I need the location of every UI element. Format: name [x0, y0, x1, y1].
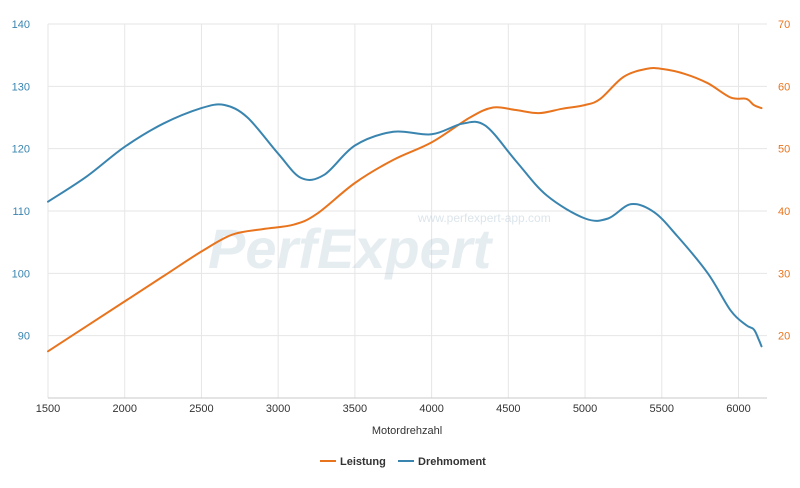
watermark: PerfExpert www.perfexpert-app.com: [208, 211, 551, 280]
watermark-logo: PerfExpert: [208, 217, 494, 280]
legend-item-drehmoment[interactable]: Drehmoment: [398, 456, 486, 468]
series-line-drehmoment: [47, 103, 763, 348]
y-left-tick-label: 120: [12, 144, 30, 156]
y-axis-right-ticks: 20 30 40 50 60 70: [778, 19, 790, 343]
y-right-tick-label: 60: [778, 81, 790, 93]
y-left-tick-label: 130: [12, 81, 30, 93]
x-tick-label: 4000: [419, 403, 443, 415]
x-tick-label: 2500: [189, 403, 213, 415]
y-right-tick-label: 40: [778, 206, 790, 218]
x-axis-label: Motordrehzahl: [372, 425, 442, 437]
y-right-tick-label: 30: [778, 268, 790, 280]
x-tick-label: 1500: [36, 403, 60, 415]
x-axis-ticks: 1500 2000 2500 3000 3500 4000 4500 5000 5500 6000: [36, 403, 751, 415]
grid: [47, 23, 767, 399]
y-left-tick-label: 90: [18, 331, 30, 343]
series-lines: [47, 67, 763, 353]
y-left-tick-label: 110: [12, 206, 30, 218]
x-tick-label: 5500: [650, 403, 674, 415]
x-tick-label: 4500: [496, 403, 520, 415]
legend-label: Drehmoment: [418, 456, 486, 468]
y-left-tick-label: 100: [12, 268, 30, 280]
y-axis-left-ticks: 90 100 110 120 130 140: [12, 19, 30, 343]
x-tick-label: 2000: [112, 403, 136, 415]
series-line-leistung: [47, 67, 763, 353]
x-tick-label: 6000: [726, 403, 750, 415]
y-left-tick-label: 140: [12, 19, 30, 31]
y-right-tick-label: 70: [778, 19, 790, 31]
legend-label: Leistung: [340, 456, 386, 468]
y-right-tick-label: 20: [778, 331, 790, 343]
legend-item-leistung[interactable]: Leistung: [320, 456, 386, 468]
x-tick-label: 3500: [343, 403, 367, 415]
y-right-tick-label: 50: [778, 144, 790, 156]
watermark-url: www.perfexpert-app.com: [417, 211, 551, 225]
x-tick-label: 5000: [573, 403, 597, 415]
x-tick-label: 3000: [266, 403, 290, 415]
legend: Leistung Drehmoment: [320, 456, 486, 468]
